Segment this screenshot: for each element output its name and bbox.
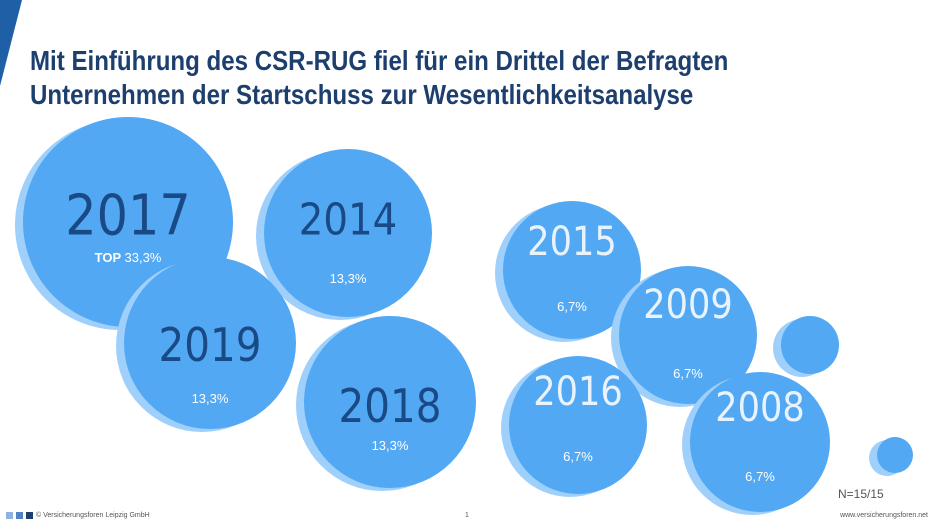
sample-size-note: N=15/15: [838, 487, 884, 501]
value-text: 6,7%: [673, 366, 703, 381]
bubble-value-label: 13,3%: [330, 271, 367, 286]
logo-square-icon: [16, 512, 23, 519]
bubble-year-label: 2018: [339, 381, 442, 434]
bubble-2019: 2019 13,3%: [116, 257, 296, 432]
bubble-value-label: 6,7%: [563, 449, 593, 464]
bubble-year-label: 2015: [527, 218, 617, 265]
page-number: 1: [465, 512, 469, 519]
logo-square-icon: [26, 512, 33, 519]
bubble-value-label: 13,3%: [192, 391, 229, 406]
bubble-empty-8: [773, 316, 839, 377]
logo-square-icon: [6, 512, 13, 519]
bubble-circle: [503, 201, 641, 339]
bubble-year-label: 2016: [533, 368, 623, 415]
bubble-value-label: 6,7%: [745, 469, 775, 484]
bubble-2014: 2014 13,3%: [256, 149, 432, 320]
bubble-2009: 2009 6,7%: [611, 266, 757, 407]
bubble-circle: [877, 437, 913, 473]
corner-accent: [0, 0, 22, 86]
bubble-circle: [509, 356, 647, 494]
value-text: 6,7%: [563, 449, 593, 464]
footer-copyright: © Versicherungsforen Leipzig GmbH: [6, 512, 150, 519]
value-text: 13,3%: [372, 438, 409, 453]
bubble-2016: 2016 6,7%: [501, 356, 647, 497]
copyright-text: © Versicherungsforen Leipzig GmbH: [36, 512, 150, 519]
bubble-circle: [690, 372, 830, 512]
bubble-circle: [264, 149, 432, 317]
value-text: 6,7%: [557, 299, 587, 314]
bubble-year-label: 2017: [65, 184, 190, 249]
bubble-year-label: 2008: [715, 384, 805, 431]
value-text: 6,7%: [745, 469, 775, 484]
bubble-year-label: 2009: [643, 281, 733, 328]
bubble-empty-9: [869, 437, 913, 476]
bubble-value-label: TOP 33,3%: [95, 250, 162, 265]
bubble-circle: [304, 316, 476, 488]
bubble-value-label: 6,7%: [673, 366, 703, 381]
value-text: 13,3%: [330, 271, 367, 286]
value-text: 33,3%: [125, 250, 162, 265]
top-badge: TOP: [95, 250, 125, 265]
bubble-value-label: 13,3%: [372, 438, 409, 453]
page-title: Mit Einführung des CSR-RUG fiel für ein …: [30, 44, 795, 112]
bubble-2015: 2015 6,7%: [495, 201, 641, 342]
title-line-1: Mit Einführung des CSR-RUG fiel für ein …: [30, 45, 729, 76]
bubble-value-label: 6,7%: [557, 299, 587, 314]
bubble-2018: 2018 13,3%: [296, 316, 476, 491]
bubble-year-label: 2019: [159, 320, 262, 373]
bubble-circle: [781, 316, 839, 374]
bubble-circle: [124, 257, 296, 429]
bubble-2008: 2008 6,7%: [682, 372, 830, 515]
value-text: 13,3%: [192, 391, 229, 406]
title-line-2: Unternehmen der Startschuss zur Wesentli…: [30, 79, 694, 110]
bubble-year-label: 2014: [299, 194, 398, 245]
bubble-circle: [619, 266, 757, 404]
footer-url: www.versicherungsforen.net: [840, 512, 928, 519]
